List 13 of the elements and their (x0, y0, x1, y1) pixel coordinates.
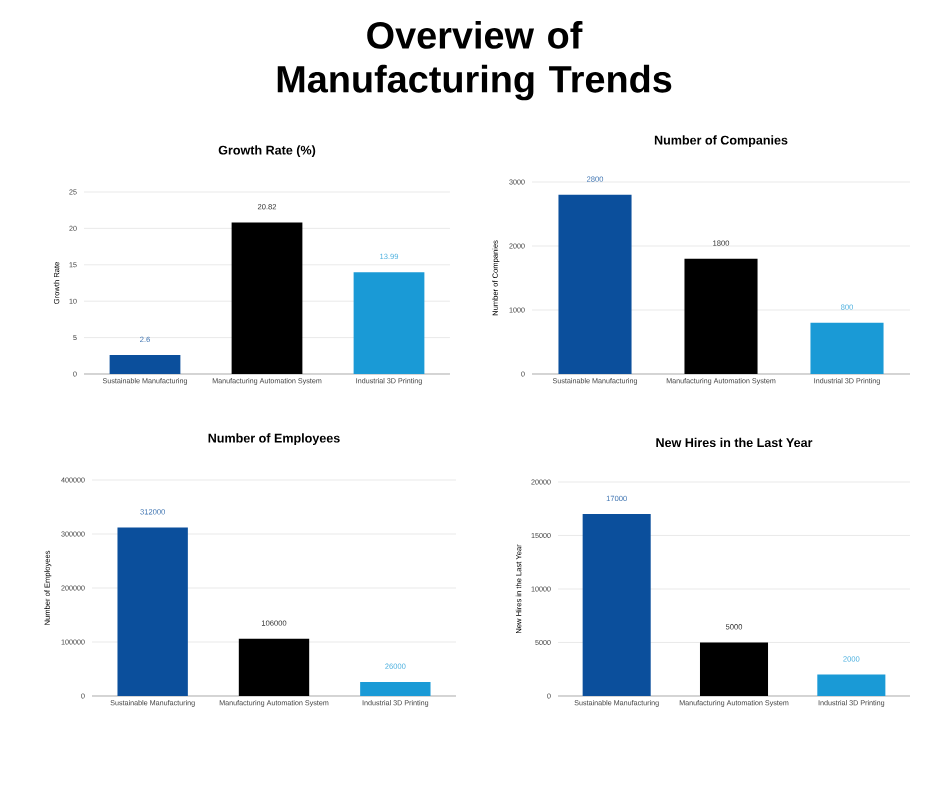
bar (558, 194, 632, 374)
bar (238, 638, 310, 696)
text: Overview of Manufacturing Trends (277, 21, 672, 101)
bar (117, 527, 188, 696)
bar (810, 322, 884, 374)
bar (699, 642, 769, 696)
bar (684, 258, 758, 374)
bar (353, 272, 425, 374)
bar (817, 674, 886, 696)
bar (109, 355, 181, 374)
bar (360, 681, 431, 696)
bar (231, 222, 303, 374)
bar (582, 514, 651, 696)
